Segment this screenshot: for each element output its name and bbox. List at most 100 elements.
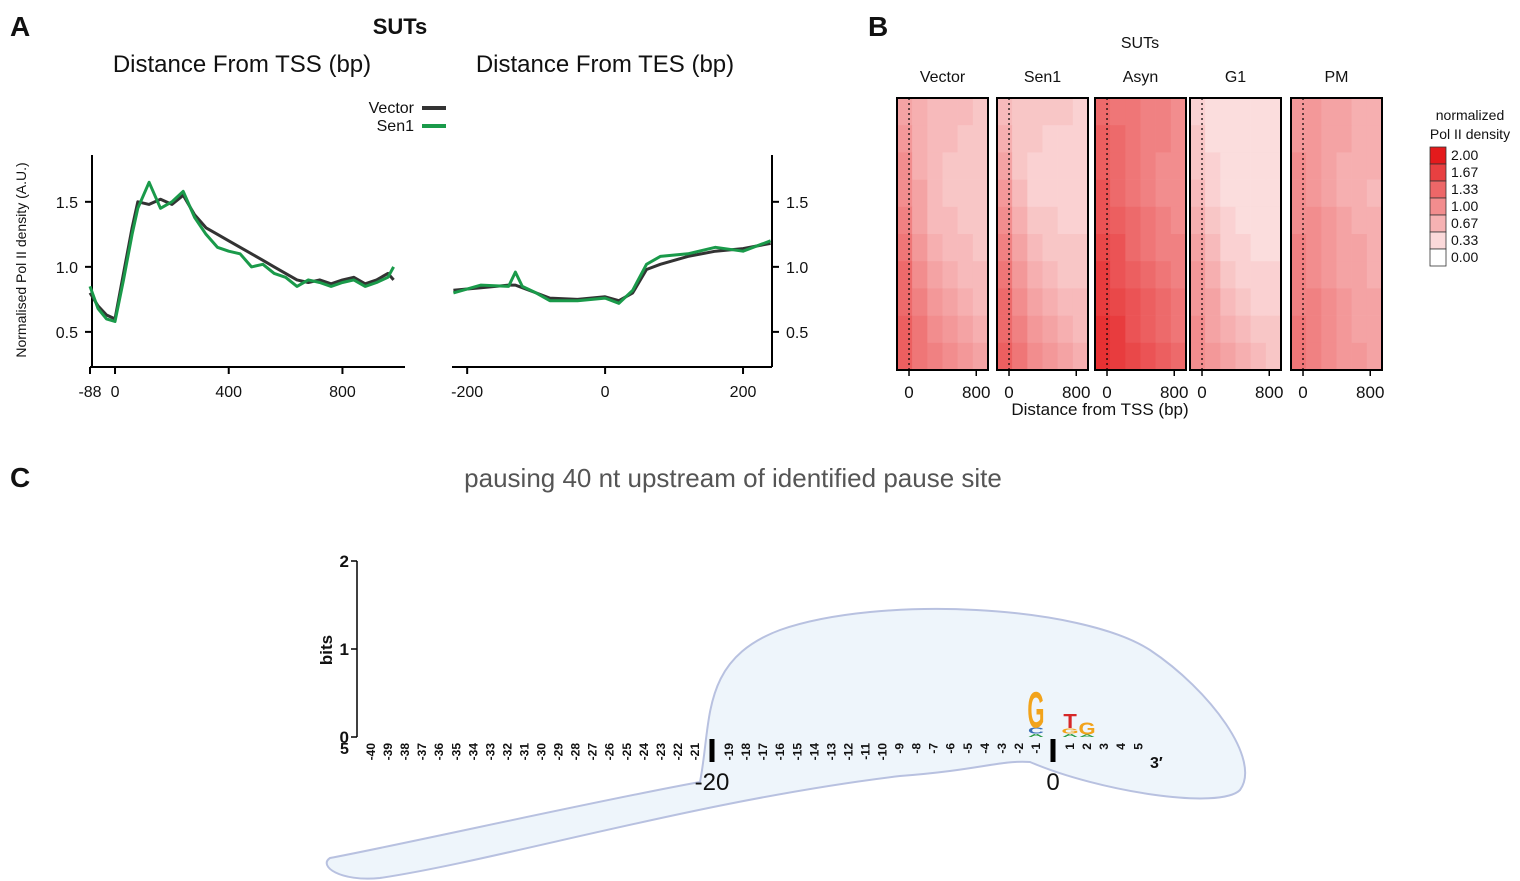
heatmap-cell: [957, 315, 974, 344]
heatmap-cell: [1291, 125, 1307, 153]
heatmap-cell: [1027, 98, 1043, 126]
heatmap-cell: [1042, 342, 1058, 371]
heatmap-cell: [1110, 125, 1126, 153]
position-label: -2: [1012, 743, 1026, 754]
colorbar-label: 2.00: [1451, 147, 1478, 163]
heatmap-cell: [1027, 179, 1043, 208]
position-label: -32: [500, 743, 514, 761]
x-tick-label: 0: [1298, 383, 1307, 402]
position-label: -16: [773, 743, 787, 761]
heatmap-cell: [1057, 179, 1074, 208]
heatmap-cell: [1027, 342, 1043, 371]
heatmap-cell: [957, 152, 974, 180]
heatmap-cell: [1140, 342, 1156, 371]
heatmap-cell: [1265, 125, 1282, 153]
heatmap-cell: [1265, 261, 1282, 289]
heatmap-cell: [1291, 179, 1307, 208]
heatmap-cell: [1012, 234, 1028, 262]
position-label: -35: [449, 743, 463, 761]
heatmap-cell: [1057, 342, 1074, 371]
heatmap-cell: [912, 342, 928, 371]
heatmap-cell: [1190, 98, 1206, 126]
heatmap-cell: [997, 342, 1013, 371]
heatmap-cell: [1125, 125, 1141, 153]
heatmap-cell: [1170, 206, 1187, 235]
heatmap-cell: [942, 288, 958, 316]
chart-subtitle: Distance From TES (bp): [476, 51, 734, 78]
series-line: [452, 239, 772, 305]
heatmap-cell: [1072, 179, 1089, 208]
panel-name: Vector: [920, 69, 966, 86]
heatmap-cell: [1250, 315, 1267, 344]
heatmap-cell: [1336, 98, 1352, 126]
x-tick-label: -88: [78, 384, 101, 401]
heatmap-cell: [1072, 342, 1089, 371]
heatmap-cell: [1125, 261, 1141, 289]
heatmap-cell: [1140, 179, 1156, 208]
heatmap-cell: [1220, 206, 1236, 235]
heatmap-cell: [1366, 234, 1383, 262]
heatmap-cell: [942, 234, 958, 262]
heatmap-cell: [1155, 125, 1172, 153]
heatmap-cell: [1306, 234, 1322, 262]
marker-label: 0: [1046, 769, 1059, 796]
heatmap-cell: [1110, 206, 1126, 235]
position-label: -7: [927, 743, 941, 754]
heatmap-cell: [997, 288, 1013, 316]
x-tick-label: 400: [215, 384, 242, 401]
heatmap-cell: [927, 315, 943, 344]
heatmap-cell: [1155, 179, 1172, 208]
x-tick-label: 0: [111, 384, 120, 401]
heatmap-cell: [1235, 98, 1251, 126]
heatmap-cell: [1306, 152, 1322, 180]
heatmap-cell: [1042, 288, 1058, 316]
heatmap-cell: [1072, 288, 1089, 316]
legend-label: Vector: [369, 100, 415, 117]
heatmap-cell: [1205, 315, 1221, 344]
heatmap-cell: [1095, 125, 1111, 153]
heatmap-cell: [912, 125, 928, 153]
heatmap-cell: [1072, 315, 1089, 344]
heatmap-cell: [957, 342, 974, 371]
heatmap-cell: [897, 125, 913, 153]
heatmap-cell: [1321, 206, 1337, 235]
colorbar-title: normalized: [1436, 107, 1504, 123]
heatmap-cell: [972, 206, 989, 235]
heatmap-cell: [912, 152, 928, 180]
heatmap-cell: [1250, 288, 1267, 316]
heatmap-cell: [1095, 206, 1111, 235]
position-label: -21: [688, 743, 702, 761]
heatmap-cell: [1265, 152, 1282, 180]
heatmap-cell: [1190, 179, 1206, 208]
heatmap-cell: [1110, 261, 1126, 289]
heatmap-cell: [1170, 98, 1187, 126]
colorbar-label: 1.67: [1451, 164, 1478, 180]
heatmap-cell: [927, 342, 943, 371]
position-label: -27: [586, 743, 600, 761]
heatmap-cell: [912, 315, 928, 344]
colorbar-swatch: [1429, 146, 1447, 165]
heatmap-cell: [1027, 125, 1043, 153]
y-tick-label: 1.5: [56, 195, 78, 212]
heatmap-cell: [1012, 206, 1028, 235]
heatmap-cell: [942, 206, 958, 235]
heatmap-cell: [1125, 288, 1141, 316]
heatmap-cell: [897, 179, 913, 208]
heatmap-cell: [1042, 315, 1058, 344]
heatmap-cell: [1072, 234, 1089, 262]
heatmap-cell: [1265, 342, 1282, 371]
heatmap-cell: [1140, 98, 1156, 126]
x-axis-label: Distance from TSS (bp): [1011, 400, 1188, 419]
logo-letter: A: [1062, 733, 1079, 738]
colorbar-swatch: [1429, 214, 1447, 233]
heatmap-cell: [1095, 234, 1111, 262]
heatmap-cell: [1291, 206, 1307, 235]
heatmap-cell: [1205, 261, 1221, 289]
heatmap-cell: [972, 288, 989, 316]
heatmap-cell: [1125, 98, 1141, 126]
heatmap-cell: [1265, 179, 1282, 208]
heatmap-cell: [927, 234, 943, 262]
heatmap-cell: [1366, 342, 1383, 371]
heatmap-cell: [1072, 206, 1089, 235]
heatmap-cell: [1095, 261, 1111, 289]
